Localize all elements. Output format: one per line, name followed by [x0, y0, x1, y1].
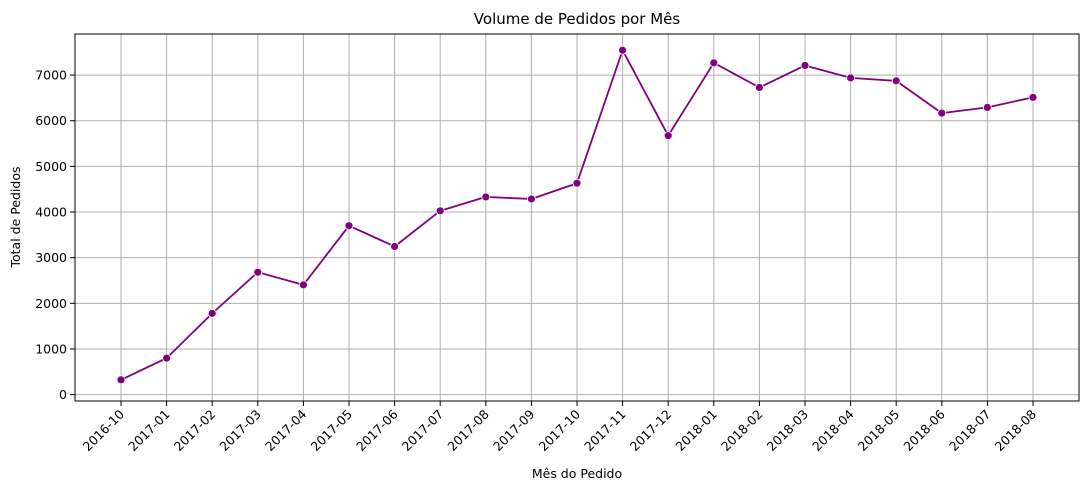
x-tick-label: 2017-08 [444, 406, 492, 454]
data-point [390, 242, 400, 251]
y-tick-label: 6000 [35, 113, 67, 128]
x-tick-label: 2018-03 [764, 407, 812, 455]
data-point [618, 45, 627, 55]
data-point [846, 73, 855, 83]
x-tick-label: 2017-03 [216, 407, 264, 455]
x-axis-label: Mês do Pedido [532, 466, 622, 481]
data-point [937, 108, 947, 118]
data-point [891, 76, 901, 86]
x-tick-label: 2018-06 [900, 406, 948, 454]
y-tick-label: 0 [59, 387, 67, 402]
y-tick-label: 4000 [35, 205, 67, 220]
data-point [344, 221, 354, 231]
y-tick-label: 2000 [35, 296, 67, 311]
x-tick-label: 2017-05 [308, 407, 356, 455]
x-tick-label: 2018-08 [992, 406, 1040, 454]
x-tick-label: 2017-09 [490, 406, 538, 454]
data-point [162, 353, 172, 363]
data-point [983, 103, 992, 112]
data-point [253, 267, 263, 277]
x-tick-label: 2016-10 [80, 406, 128, 454]
data-point [755, 83, 764, 92]
data-point [572, 178, 582, 188]
data-point [207, 308, 217, 318]
data-point [527, 194, 536, 204]
x-tick-label: 2017-01 [125, 407, 173, 455]
y-tick-label: 1000 [35, 341, 67, 356]
data-point [116, 375, 126, 385]
x-tick-label: 2017-11 [581, 407, 629, 455]
data-point [481, 192, 491, 202]
x-tick-label: 2017-10 [536, 406, 584, 454]
data-point [298, 280, 308, 290]
y-axis-label: Total de Pedidos [8, 166, 23, 268]
y-tick-label: 7000 [35, 68, 67, 83]
y-axis-ticks: 0 1000 2000 3000 4000 5000 6000 7000 [35, 68, 75, 402]
chart-title: Volume de Pedidos por Mês [474, 10, 681, 28]
data-point [709, 58, 719, 68]
x-tick-label: 2018-04 [809, 406, 857, 454]
x-tick-label: 2017-06 [353, 406, 401, 454]
x-tick-label: 2018-05 [855, 407, 903, 455]
y-tick-label: 3000 [35, 250, 67, 265]
x-tick-label: 2017-02 [171, 407, 219, 455]
y-tick-label: 5000 [35, 159, 67, 174]
data-point [800, 61, 810, 70]
x-tick-label: 2017-07 [399, 407, 447, 455]
data-series [116, 45, 1038, 385]
x-tick-label: 2017-04 [262, 406, 310, 454]
x-tick-label: 2018-02 [718, 407, 766, 455]
x-axis-ticks: 2016-102017-012017-022017-032017-042017-… [80, 401, 1040, 455]
data-point [1028, 92, 1038, 102]
x-tick-label: 2017-12 [627, 407, 675, 455]
grid-lines [75, 34, 1079, 401]
data-point [663, 131, 673, 141]
x-tick-label: 2018-01 [672, 407, 720, 455]
x-tick-label: 2018-07 [946, 407, 994, 455]
data-point [435, 206, 445, 216]
